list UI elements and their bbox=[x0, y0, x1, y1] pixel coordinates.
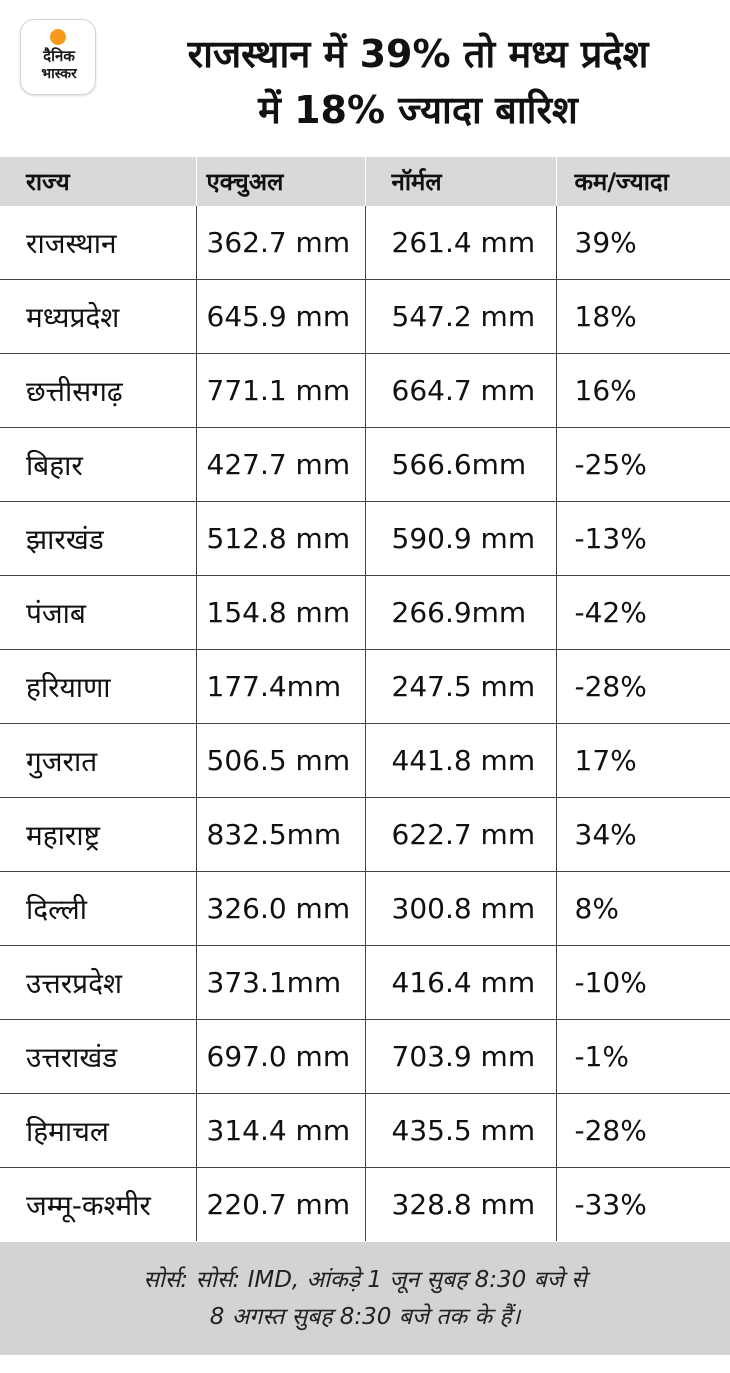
header: दैनिक भास्कर राजस्थान में 39% तो मध्य प्… bbox=[0, 0, 730, 157]
table-row: हिमाचल 314.4 mm 435.5 mm -28% bbox=[0, 1093, 730, 1168]
table-header: राज्य एक्चुअल नॉर्मल कम/ज्यादा bbox=[0, 157, 730, 206]
cell-normal: 547.2 mm bbox=[364, 279, 556, 354]
table-row: राजस्थान 362.7 mm 261.4 mm 39% bbox=[0, 206, 730, 280]
table-row: उत्तरप्रदेश 373.1mm 416.4 mm -10% bbox=[0, 945, 730, 1020]
logo-text-line2: भास्कर bbox=[41, 66, 77, 82]
table-row: बिहार 427.7 mm 566.6mm -25% bbox=[0, 427, 730, 502]
cell-state: बिहार bbox=[0, 427, 196, 502]
cell-state: उत्तराखंड bbox=[0, 1019, 196, 1094]
cell-actual: 506.5 mm bbox=[195, 723, 365, 798]
cell-state: हरियाणा bbox=[0, 649, 196, 724]
cell-actual: 154.8 mm bbox=[195, 575, 365, 650]
cell-normal: 300.8 mm bbox=[364, 871, 556, 946]
cell-state: राजस्थान bbox=[26, 226, 117, 260]
cell-difference: -1% bbox=[555, 1019, 730, 1094]
cell-difference: 34% bbox=[555, 797, 730, 872]
cell-actual: 314.4 mm bbox=[195, 1093, 365, 1168]
table-body: राजस्थान 362.7 mm 261.4 mm 39% मध्यप्रदेश 645… bbox=[0, 206, 730, 1241]
table-row: जम्मू-कश्मीर 220.7 mm 328.8 mm -33% bbox=[0, 1167, 730, 1241]
table-row: महाराष्ट्र 832.5mm 622.7 mm 34% bbox=[0, 797, 730, 872]
cell-normal: 664.7 mm bbox=[364, 353, 556, 428]
cell-actual: 427.7 mm bbox=[195, 427, 365, 502]
cell-state: दिल्ली bbox=[0, 871, 196, 946]
cell-actual: 177.4mm bbox=[195, 649, 365, 724]
cell-difference: 39% bbox=[555, 206, 730, 280]
cell-state: मध्यप्रदेश bbox=[0, 279, 196, 354]
table-row: मध्यप्रदेश 645.9 mm 547.2 mm 18% bbox=[0, 279, 730, 354]
cell-actual: 362.7 mm bbox=[195, 206, 365, 280]
cell-normal: 441.8 mm bbox=[364, 723, 556, 798]
cell-actual: 697.0 mm bbox=[195, 1019, 365, 1094]
table-row: छत्तीसगढ़ 771.1 mm 664.7 mm 16% bbox=[0, 353, 730, 428]
cell-actual: 326.0 mm bbox=[195, 871, 365, 946]
cell-difference: 8% bbox=[555, 871, 730, 946]
cell-state: हिमाचल bbox=[0, 1093, 196, 1168]
cell-actual: 220.7 mm bbox=[195, 1167, 365, 1241]
cell-state: गुजरात bbox=[0, 723, 196, 798]
cell-difference: -25% bbox=[555, 427, 730, 502]
column-header-difference: कम/ज्यादा bbox=[555, 157, 730, 206]
column-header-actual: एक्चुअल bbox=[195, 157, 365, 206]
title-line2: में 18% ज्यादा बारिश bbox=[258, 88, 578, 132]
source-note-line1: सोर्स: सोर्स: IMD, आंकड़े 1 जून सुबह 8:3… bbox=[143, 1267, 587, 1293]
sun-icon bbox=[50, 29, 66, 45]
rainfall-table: राज्य एक्चुअल नॉर्मल कम/ज्यादा राजस्थान 3… bbox=[0, 157, 730, 1241]
cell-normal: 590.9 mm bbox=[364, 501, 556, 576]
cell-difference: -28% bbox=[555, 649, 730, 724]
cell-state: महाराष्ट्र bbox=[0, 797, 196, 872]
cell-state: छत्तीसगढ़ bbox=[0, 353, 196, 428]
cell-state: झारखंड bbox=[0, 501, 196, 576]
cell-difference: 18% bbox=[555, 279, 730, 354]
cell-normal: 566.6mm bbox=[364, 427, 556, 502]
column-header-normal: नॉर्मल bbox=[364, 157, 556, 206]
cell-normal: 247.5 mm bbox=[364, 649, 556, 724]
cell-difference: -33% bbox=[555, 1167, 730, 1241]
cell-normal: 622.7 mm bbox=[364, 797, 556, 872]
cell-difference: -42% bbox=[555, 575, 730, 650]
cell-normal: 266.9mm bbox=[364, 575, 556, 650]
source-note-line2: 8 अगस्त सुबह 8:30 बजे तक के हैं। bbox=[209, 1304, 521, 1330]
cell-normal: 703.9 mm bbox=[364, 1019, 556, 1094]
cell-difference: -28% bbox=[555, 1093, 730, 1168]
logo-text-line1: दैनिक bbox=[43, 47, 75, 65]
cell-difference: -13% bbox=[555, 501, 730, 576]
cell-normal: 261.4 mm bbox=[364, 206, 556, 280]
cell-state: पंजाब bbox=[0, 575, 196, 650]
cell-actual: 832.5mm bbox=[195, 797, 365, 872]
table-row: हरियाणा 177.4mm 247.5 mm -28% bbox=[0, 649, 730, 724]
table-row: उत्तराखंड 697.0 mm 703.9 mm -1% bbox=[0, 1019, 730, 1094]
cell-actual: 771.1 mm bbox=[195, 353, 365, 428]
cell-state: जम्मू-कश्मीर bbox=[0, 1167, 196, 1241]
cell-difference: 17% bbox=[555, 723, 730, 798]
page-title: राजस्थान में 39% तो मध्य प्रदेश में 18% … bbox=[106, 26, 730, 138]
column-header-state: राज्य bbox=[0, 157, 196, 206]
table-row: गुजरात 506.5 mm 441.8 mm 17% bbox=[0, 723, 730, 798]
cell-normal: 328.8 mm bbox=[364, 1167, 556, 1241]
table-header-row: राज्य एक्चुअल नॉर्मल कम/ज्यादा bbox=[0, 157, 730, 206]
cell-state: उत्तरप्रदेश bbox=[0, 945, 196, 1020]
cell-normal: 435.5 mm bbox=[364, 1093, 556, 1168]
table-row: झारखंड 512.8 mm 590.9 mm -13% bbox=[0, 501, 730, 576]
cell-difference: 16% bbox=[555, 353, 730, 428]
title-line1: राजस्थान में 39% तो मध्य प्रदेश bbox=[187, 32, 649, 76]
source-note: सोर्स: सोर्स: IMD, आंकड़े 1 जून सुबह 8:3… bbox=[0, 1242, 730, 1355]
cell-actual: 645.9 mm bbox=[195, 279, 365, 354]
table-row: पंजाब 154.8 mm 266.9mm -42% bbox=[0, 575, 730, 650]
cell-difference: -10% bbox=[555, 945, 730, 1020]
dainik-bhaskar-logo[interactable]: दैनिक भास्कर bbox=[20, 19, 96, 95]
table-row: दिल्ली 326.0 mm 300.8 mm 8% bbox=[0, 871, 730, 946]
cell-normal: 416.4 mm bbox=[364, 945, 556, 1020]
cell-actual: 373.1mm bbox=[195, 945, 365, 1020]
cell-actual: 512.8 mm bbox=[195, 501, 365, 576]
